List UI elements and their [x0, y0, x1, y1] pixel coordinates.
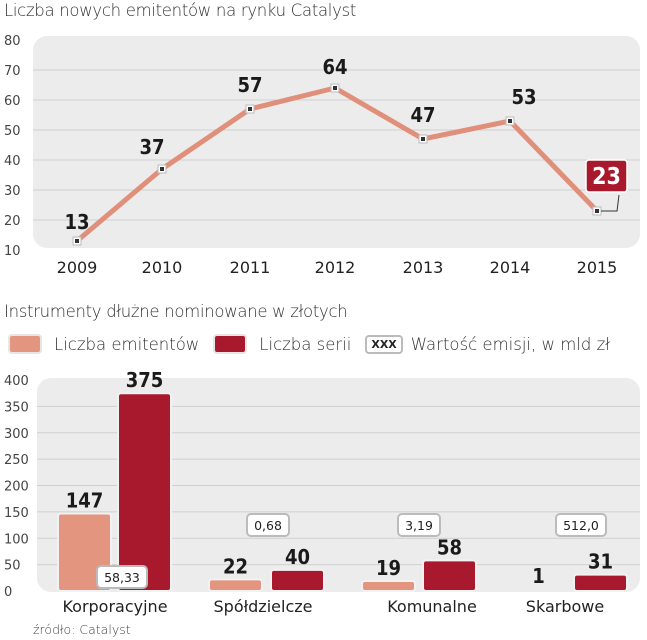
y-tick-label: 400 [4, 374, 29, 389]
legend-item-serie: Liczba serii [213, 334, 351, 354]
data-label: 23 [592, 164, 621, 190]
y-tick-label: 80 [4, 34, 21, 49]
data-point-center [421, 137, 425, 141]
data-point-center [595, 209, 599, 213]
highlight-box [585, 159, 628, 193]
x-tick-label: 2011 [230, 258, 271, 277]
x-tick-label: 2009 [57, 258, 98, 277]
bar-emitenci [361, 579, 416, 592]
emission-value-box [246, 513, 290, 537]
emission-value-label: 58,33 [104, 570, 140, 585]
y-tick-label: 30 [4, 184, 21, 199]
bar-value-label: 147 [66, 488, 104, 512]
data-label: 47 [410, 103, 435, 127]
legend-label-emitenci: Liczba emitentów [54, 334, 200, 354]
data-point-center [75, 239, 79, 243]
bar-serie [422, 559, 477, 593]
emission-value-label: 0,68 [254, 518, 282, 533]
legend-swatch-serie [213, 334, 248, 354]
line-chart-title: Liczba nowych emitentów na rynku Catalys… [4, 1, 357, 20]
y-tick-label: 50 [4, 559, 21, 574]
category-label: Spółdzielcze [214, 597, 313, 616]
bar-chart-title: Instrumenty dłużne nominowane w złotych [4, 302, 348, 321]
legend-swatch-wartosc: XXX [365, 334, 403, 354]
category-label: Skarbowe [526, 597, 604, 616]
y-tick-label: 200 [4, 480, 29, 495]
legend-swatch-emitenci [8, 334, 42, 354]
bar-chart-legend: Liczba emitentów Liczba serii XXX Wartoś… [8, 334, 624, 354]
y-tick-label: 250 [4, 453, 29, 468]
x-tick-label: 2015 [577, 258, 618, 277]
y-tick-label: 40 [4, 154, 21, 169]
data-point-center [333, 86, 337, 90]
emission-value-box [96, 565, 148, 589]
data-label: 13 [64, 210, 89, 234]
callout-leader [601, 194, 620, 212]
bar-serie [573, 573, 628, 593]
y-tick-label: 20 [4, 214, 21, 229]
x-tick-label: 2014 [490, 258, 531, 277]
bar-emitenci [208, 578, 263, 593]
data-point-center [248, 107, 252, 111]
bar-value-label: 58 [437, 535, 462, 559]
y-tick-label: 70 [4, 64, 21, 79]
legend-item-wartosc: XXX Wartość emisji, w mld zł [365, 334, 610, 354]
data-point-center [160, 167, 164, 171]
y-tick-label: 100 [4, 532, 29, 547]
x-tick-label: 2010 [142, 258, 183, 277]
y-tick-label: 10 [4, 244, 21, 259]
bar-value-label: 31 [588, 550, 613, 574]
x-tick-label: 2012 [315, 258, 356, 277]
category-label: Komunalne [387, 597, 477, 616]
y-tick-label: 150 [4, 506, 29, 521]
bar-value-label: 40 [285, 545, 310, 569]
legend-label-serie: Liczba serii [259, 334, 352, 354]
bar-value-label: 1 [532, 564, 545, 588]
y-tick-label: 0 [4, 585, 12, 600]
emission-value-box [555, 513, 607, 537]
data-point-center [508, 119, 512, 123]
bar-value-label: 375 [126, 368, 164, 392]
bar-value-label: 22 [223, 554, 248, 578]
data-label: 64 [322, 55, 347, 79]
emission-value-label: 3,19 [405, 518, 433, 533]
bar-serie [270, 568, 325, 593]
source-note: źródło: Catalyst [33, 622, 131, 637]
y-tick-label: 300 [4, 427, 29, 442]
line-plot-background [33, 36, 640, 248]
category-label: Korporacyjne [62, 597, 167, 616]
bar-value-label: 19 [376, 556, 401, 580]
legend-item-emitenci: Liczba emitentów [8, 334, 199, 354]
emission-value-label: 512,0 [563, 518, 599, 533]
y-tick-label: 350 [4, 400, 29, 415]
x-tick-label: 2013 [403, 258, 444, 277]
legend-label-wartosc: Wartość emisji, w mld zł [410, 334, 610, 354]
data-label: 37 [139, 135, 164, 159]
bar-serie [117, 392, 172, 592]
y-tick-label: 50 [4, 124, 21, 139]
y-tick-label: 60 [4, 94, 21, 109]
emission-value-box [397, 513, 441, 537]
data-label: 53 [511, 85, 536, 109]
data-label: 57 [237, 73, 262, 97]
